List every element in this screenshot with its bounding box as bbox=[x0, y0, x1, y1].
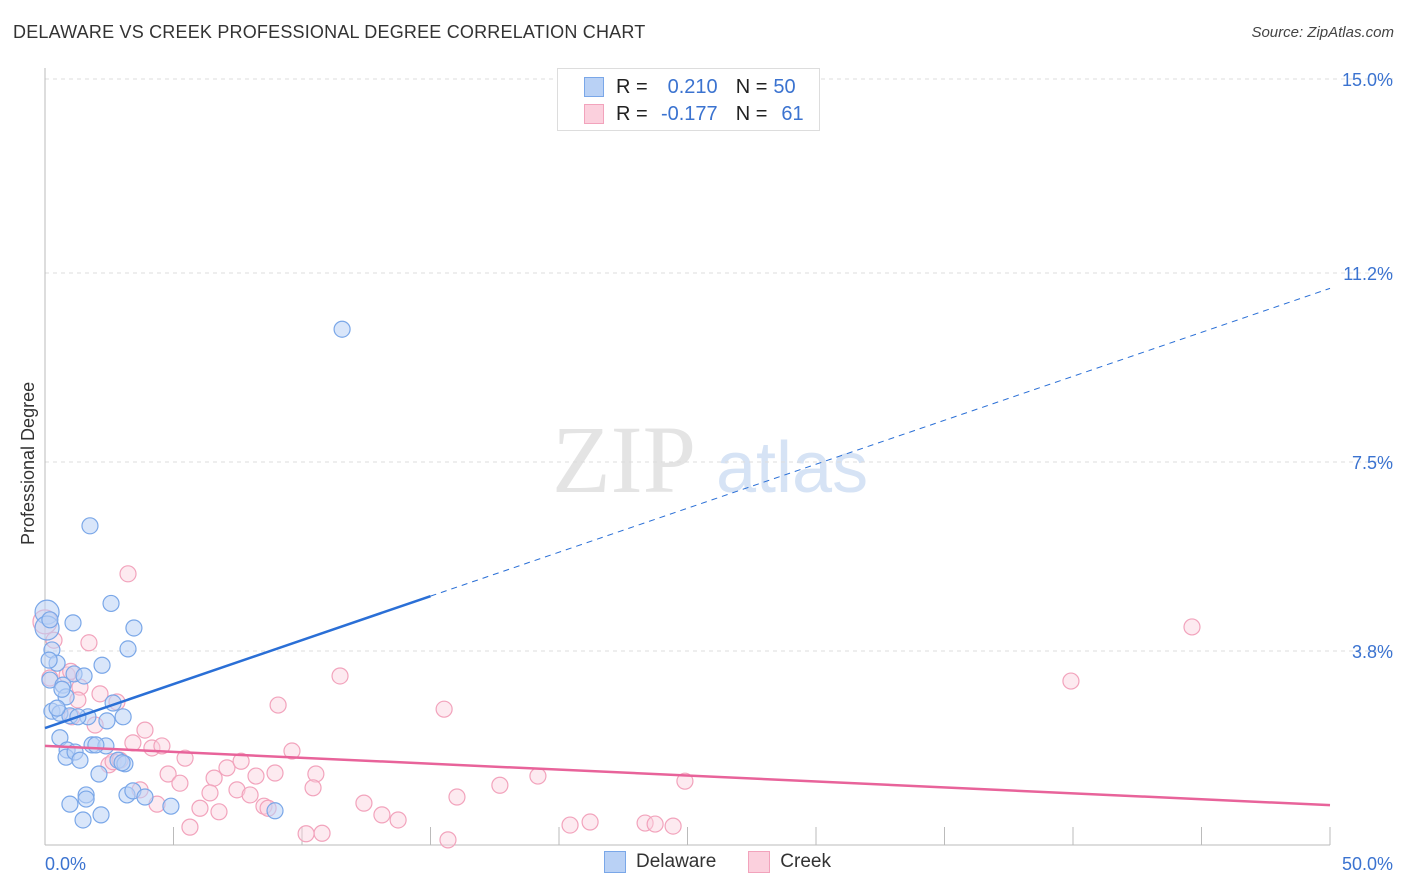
creek-point bbox=[491, 776, 509, 794]
legend-row-creek: R = -0.177 N = 61 bbox=[584, 102, 804, 126]
creek-point bbox=[529, 767, 547, 785]
delaware-point bbox=[75, 667, 93, 685]
delaware-swatch bbox=[584, 77, 604, 97]
creek-point bbox=[561, 816, 579, 834]
creek-swatch bbox=[748, 851, 771, 873]
delaware-point bbox=[48, 699, 66, 717]
delaware-point bbox=[114, 708, 132, 726]
creek-point bbox=[159, 765, 177, 783]
legend-row-delaware: R = 0.210 N = 50 bbox=[584, 75, 796, 99]
creek-point bbox=[439, 831, 457, 849]
creek-point bbox=[191, 799, 209, 817]
creek-point bbox=[283, 742, 301, 760]
delaware-point bbox=[333, 320, 351, 338]
delaware-point bbox=[77, 790, 95, 808]
creek-point bbox=[581, 813, 599, 831]
creek-swatch bbox=[584, 104, 604, 124]
chart-title: DELAWARE VS CREEK PROFESSIONAL DEGREE CO… bbox=[13, 22, 646, 42]
watermark-zip: ZIP bbox=[552, 406, 696, 513]
delaware-point bbox=[74, 811, 92, 829]
n-value: 61 bbox=[781, 102, 804, 125]
creek-point bbox=[136, 721, 154, 739]
delaware-point bbox=[102, 594, 120, 613]
watermark-atlas: atlas bbox=[716, 428, 868, 508]
r-value: -0.177 bbox=[660, 102, 718, 125]
creek-point bbox=[664, 817, 682, 835]
creek-point bbox=[269, 696, 287, 714]
y-tick-label: 15.0% bbox=[1342, 70, 1393, 90]
creek-point bbox=[304, 779, 322, 797]
delaware-point bbox=[93, 656, 111, 674]
y-tick-label: 7.5% bbox=[1352, 453, 1393, 473]
creek-point bbox=[228, 781, 246, 799]
creek-point bbox=[80, 634, 98, 652]
creek-point bbox=[218, 759, 236, 777]
delaware-point bbox=[92, 806, 110, 824]
delaware-trendline-extension bbox=[430, 287, 1331, 597]
r-label: R = bbox=[616, 75, 648, 98]
creek-point bbox=[247, 767, 265, 785]
delaware-point bbox=[61, 795, 79, 813]
delaware-swatch bbox=[604, 851, 626, 873]
creek-point bbox=[119, 565, 137, 583]
x-tick-label: 50.0% bbox=[1342, 854, 1393, 874]
delaware-point bbox=[162, 797, 180, 815]
source-label: Source: ZipAtlas.com bbox=[1251, 24, 1394, 41]
creek-point bbox=[181, 818, 199, 836]
delaware-point bbox=[119, 640, 137, 658]
creek-point bbox=[1183, 618, 1201, 636]
creek-point bbox=[124, 734, 142, 752]
creek-point bbox=[266, 764, 284, 782]
creek-point bbox=[210, 803, 228, 821]
creek-point bbox=[646, 815, 664, 833]
creek-point bbox=[201, 784, 219, 802]
creek-point bbox=[307, 765, 325, 783]
creek-point bbox=[313, 824, 331, 842]
delaware-point bbox=[125, 619, 143, 637]
delaware-point bbox=[53, 680, 71, 698]
delaware-point bbox=[266, 802, 284, 820]
delaware-point bbox=[71, 751, 89, 769]
y-tick-label: 11.2% bbox=[1343, 264, 1393, 284]
y-axis-label: Professional Degree bbox=[18, 382, 38, 545]
creek-point bbox=[389, 811, 407, 829]
n-label: N = bbox=[735, 75, 768, 98]
y-tick-label: 3.8% bbox=[1352, 642, 1393, 662]
delaware-point bbox=[87, 736, 105, 754]
delaware-point bbox=[113, 754, 131, 772]
creek-point bbox=[91, 685, 109, 703]
creek-point bbox=[373, 806, 391, 824]
creek-point bbox=[355, 794, 373, 812]
delaware-trendline bbox=[44, 594, 431, 730]
delaware-point bbox=[136, 788, 154, 806]
series-legend: Delaware Creek bbox=[604, 851, 831, 873]
delaware-point bbox=[40, 651, 58, 669]
legend: R = 0.210 N = 50 R = -0.177 N = 61 bbox=[557, 68, 820, 131]
creek-point bbox=[297, 825, 315, 843]
creek-point bbox=[435, 700, 453, 718]
creek-point bbox=[676, 772, 694, 790]
creek-point bbox=[331, 667, 349, 685]
creek-point bbox=[232, 752, 250, 770]
delaware-point bbox=[98, 712, 116, 730]
legend-delaware: Delaware bbox=[636, 851, 717, 872]
creek-point bbox=[241, 786, 259, 804]
legend-creek: Creek bbox=[780, 851, 831, 872]
r-value: 0.210 bbox=[667, 75, 718, 98]
creek-trendline bbox=[44, 744, 1331, 807]
r-label: R = bbox=[616, 102, 648, 125]
delaware-point bbox=[64, 614, 82, 632]
n-label: N = bbox=[735, 102, 768, 125]
creek-point bbox=[448, 788, 466, 806]
delaware-point bbox=[90, 765, 108, 783]
x-tick-label: 0.0% bbox=[45, 854, 86, 874]
n-value: 50 bbox=[773, 75, 796, 98]
creek-point bbox=[176, 749, 194, 767]
creek-point bbox=[1062, 672, 1080, 690]
creek-point bbox=[171, 774, 189, 792]
delaware-point bbox=[41, 611, 59, 629]
delaware-point bbox=[81, 517, 99, 535]
